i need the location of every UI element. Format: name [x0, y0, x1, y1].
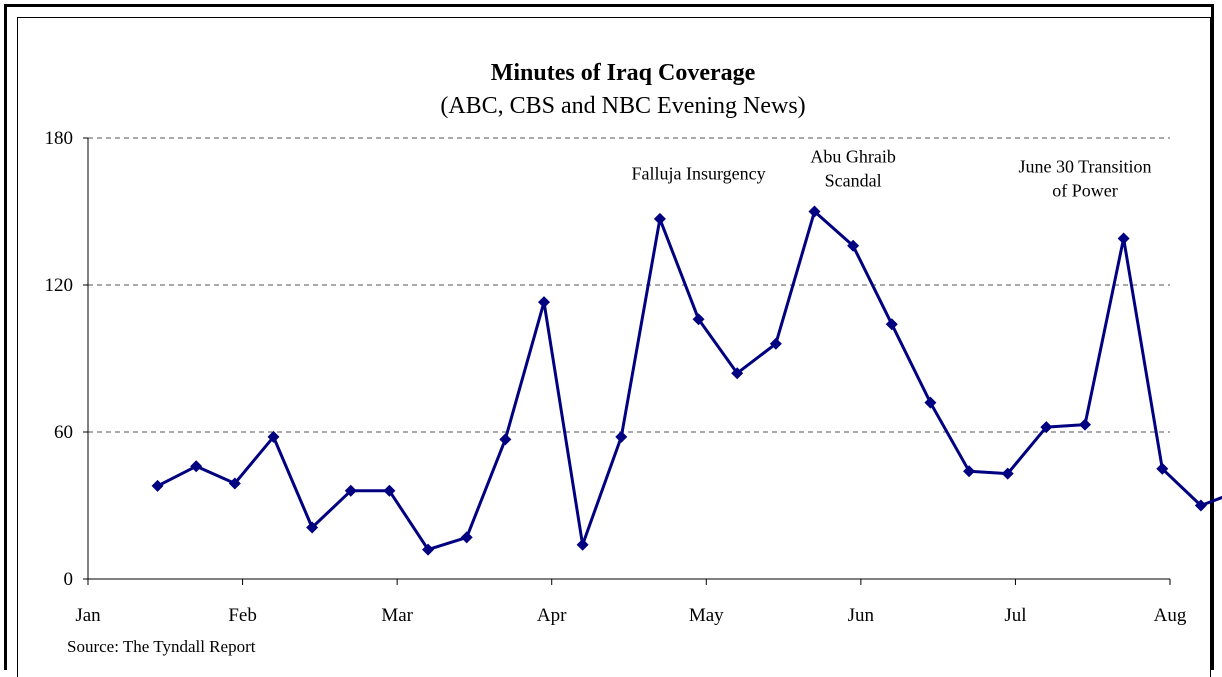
annotation-0: Falluja Insurgency	[631, 164, 765, 184]
data-point-3	[267, 430, 280, 443]
data-point-15	[731, 367, 744, 380]
annotation-1: Abu Ghraib Scandal	[810, 147, 895, 191]
data-point-16	[769, 337, 782, 350]
x-tick-label-0: Jan	[75, 605, 101, 626]
x-tick-labels: Jan Feb Mar Apr May Jun Jul Aug	[75, 605, 1187, 626]
inner-frame	[17, 17, 1211, 677]
data-point-25	[1117, 232, 1130, 245]
annotation-1-line-1: Scandal	[825, 171, 882, 191]
data-point-27	[1194, 499, 1207, 512]
annotation-2: June 30 Transition of Power	[1018, 156, 1151, 200]
data-point-11	[576, 538, 589, 551]
x-tick-label-7: Aug	[1154, 605, 1187, 626]
series-0-line	[156, 210, 1222, 552]
data-point-17	[808, 205, 821, 218]
annotations: Falluja Insurgency Abu Ghraib Scandal June …	[631, 147, 1151, 201]
data-point-8	[460, 531, 473, 544]
data-point-12	[615, 430, 628, 443]
data-point-2	[228, 477, 241, 490]
y-tick-label-1: 60	[54, 422, 73, 443]
y-tick-label-0: 0	[64, 569, 74, 590]
x-tick-label-5: Jun	[848, 605, 875, 626]
chart-title: Minutes of Iraq Coverage	[491, 60, 756, 86]
y-tick-labels: 0 60 120 180	[45, 128, 74, 590]
x-tick-label-1: Feb	[228, 605, 257, 626]
data-point-26	[1156, 462, 1169, 475]
data-point-6	[383, 484, 396, 497]
data-point-14	[692, 313, 705, 326]
data-point-22	[1001, 467, 1014, 480]
data-point-9	[499, 433, 512, 446]
data-point-5	[344, 484, 357, 497]
data-point-4	[306, 521, 319, 534]
data-point-21	[963, 465, 976, 478]
annotation-2-line-0: June 30 Transition	[1018, 156, 1151, 176]
data-point-23	[1040, 421, 1053, 434]
annotation-1-line-0: Abu Ghraib	[810, 147, 895, 167]
data-point-19	[885, 318, 898, 331]
data-point-1	[190, 460, 203, 473]
data-point-7	[422, 543, 435, 556]
data-point-18	[847, 239, 860, 252]
chart-subtitle: (ABC, CBS and NBC Evening News)	[440, 93, 805, 119]
outer-frame	[4, 4, 1214, 677]
data-point-20	[924, 396, 937, 409]
y-tick-label-2: 120	[45, 275, 74, 296]
data-point-13	[653, 212, 666, 225]
axes	[83, 137, 1171, 585]
data-point-10	[537, 296, 550, 309]
series-line	[151, 205, 1222, 556]
data-point-24	[1078, 418, 1091, 431]
y-tick-label-3: 180	[45, 128, 74, 149]
x-tick-label-2: Mar	[381, 605, 413, 626]
x-tick-label-6: Jul	[1004, 605, 1026, 626]
data-point-0	[151, 479, 164, 492]
x-tick-label-4: May	[689, 605, 724, 626]
annotation-2-line-1: of Power	[1052, 180, 1118, 200]
annotation-0-line-0: Falluja Insurgency	[631, 164, 765, 184]
x-tick-label-3: Apr	[537, 605, 567, 626]
gridlines	[88, 137, 1170, 433]
source-note: Source: The Tyndall Report	[67, 637, 256, 656]
